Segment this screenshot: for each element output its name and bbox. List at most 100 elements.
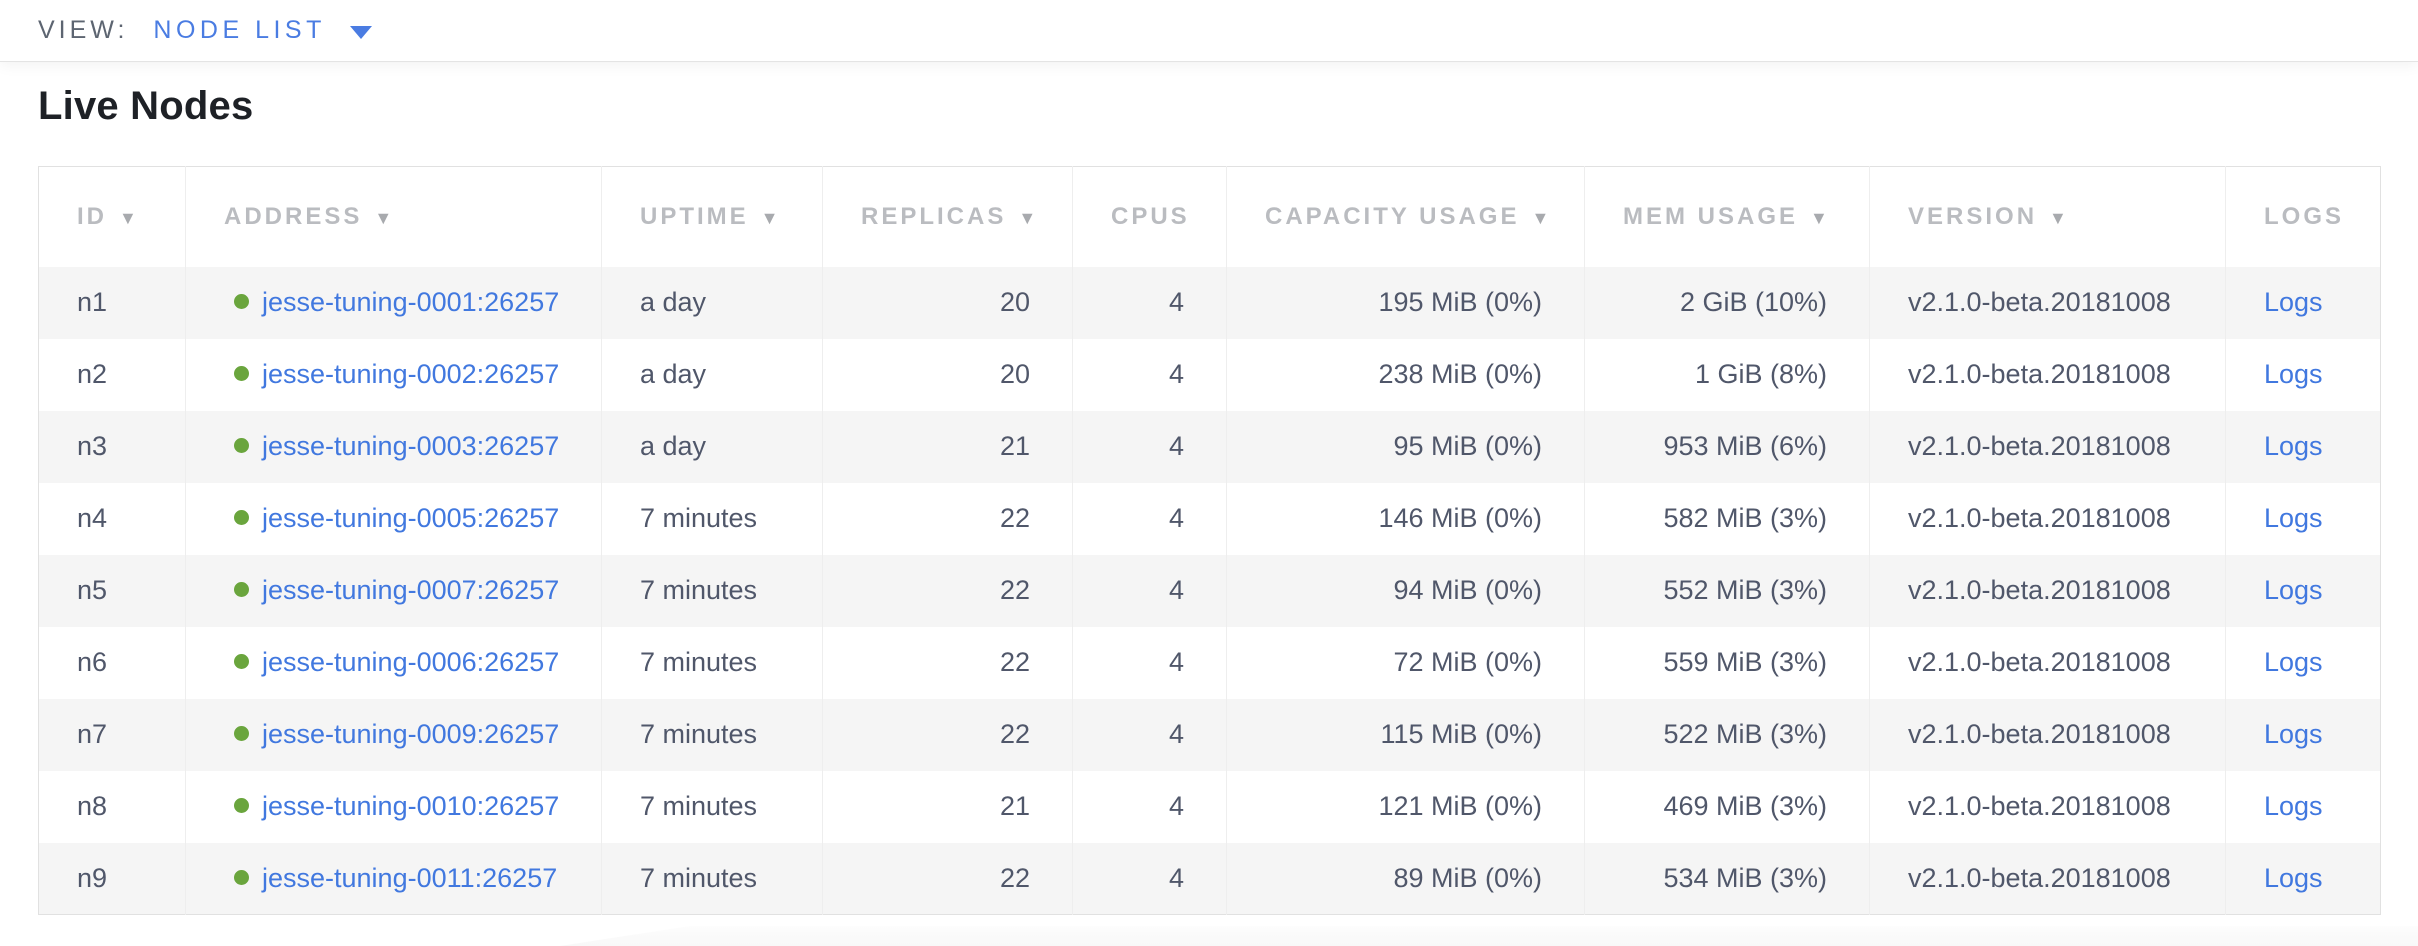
logs-link[interactable]: Logs <box>2264 862 2323 893</box>
id-cell: n7 <box>38 698 186 771</box>
logs-cell: Logs <box>2225 626 2381 699</box>
view-dropdown[interactable]: NODE LIST <box>153 16 372 45</box>
table-header-row: ID ▼ ADDRESS ▼ UPTIME ▼ REPLICAS ▼ CPUS CAPACITY … <box>38 166 2381 267</box>
address-cell: jesse-tuning-0011:26257 <box>185 842 602 915</box>
cpus-cell: 4 <box>1072 554 1227 627</box>
column-label: UPTIME <box>640 202 749 230</box>
version-cell: v2.1.0-beta.20181008 <box>1869 482 2226 555</box>
column-header-version[interactable]: VERSION ▼ <box>1869 166 2226 267</box>
mem-cell: 469 MiB (3%) <box>1584 770 1870 843</box>
uptime-cell: 7 minutes <box>601 770 823 843</box>
address-link[interactable]: jesse-tuning-0002:26257 <box>262 359 560 389</box>
address-cell: jesse-tuning-0007:26257 <box>185 554 602 627</box>
address-cell: jesse-tuning-0002:26257 <box>185 338 602 411</box>
node-status-healthy-icon <box>234 869 249 885</box>
table-row: n7 jesse-tuning-0009:26257 7 minutes 22 4 115… <box>38 698 2381 771</box>
address-cell: jesse-tuning-0006:26257 <box>185 626 602 699</box>
address-link[interactable]: jesse-tuning-0006:26257 <box>262 647 560 677</box>
capacity-cell: 115 MiB (0%) <box>1226 698 1585 771</box>
logs-link[interactable]: Logs <box>2264 431 2323 461</box>
logs-link[interactable]: Logs <box>2264 647 2323 677</box>
page-content: Live Nodes ID ▼ ADDRESS ▼ UPTIME ▼ REPLICAS ▼ CP… <box>0 86 2418 915</box>
cpus-cell: 4 <box>1072 410 1227 483</box>
address-cell: jesse-tuning-0009:26257 <box>185 698 602 771</box>
logs-link[interactable]: Logs <box>2264 359 2323 389</box>
replicas-cell: 22 <box>822 842 1073 915</box>
logs-cell: Logs <box>2225 842 2381 915</box>
logs-cell: Logs <box>2225 338 2381 411</box>
address-link[interactable]: jesse-tuning-0009:26257 <box>262 719 560 749</box>
logs-cell: Logs <box>2225 698 2381 771</box>
uptime-cell: 7 minutes <box>601 842 823 915</box>
mem-cell: 534 MiB (3%) <box>1584 842 1870 915</box>
logs-link[interactable]: Logs <box>2264 503 2323 533</box>
address-link[interactable]: jesse-tuning-0003:26257 <box>262 431 560 461</box>
column-header-uptime[interactable]: UPTIME ▼ <box>601 166 823 267</box>
logs-link[interactable]: Logs <box>2264 287 2323 317</box>
node-status-healthy-icon <box>234 582 249 597</box>
logs-link[interactable]: Logs <box>2264 575 2323 605</box>
node-status-healthy-icon <box>234 438 249 453</box>
version-cell: v2.1.0-beta.20181008 <box>1869 266 2226 339</box>
address-link[interactable]: jesse-tuning-0010:26257 <box>262 791 560 821</box>
live-nodes-table: ID ▼ ADDRESS ▼ UPTIME ▼ REPLICAS ▼ CPUS CAPACITY … <box>38 166 2381 915</box>
column-header-capacity[interactable]: CAPACITY USAGE ▼ <box>1226 166 1585 267</box>
cpus-cell: 4 <box>1072 770 1227 843</box>
id-cell: n1 <box>38 266 186 339</box>
uptime-cell: 7 minutes <box>601 698 823 771</box>
address-link[interactable]: jesse-tuning-0007:26257 <box>262 575 560 605</box>
version-cell: v2.1.0-beta.20181008 <box>1869 410 2226 483</box>
view-label: VIEW: <box>38 16 129 44</box>
cpus-cell: 4 <box>1072 626 1227 699</box>
below-section-edge <box>560 926 2418 946</box>
logs-cell: Logs <box>2225 554 2381 627</box>
sort-desc-icon: ▼ <box>119 207 137 228</box>
address-cell: jesse-tuning-0005:26257 <box>185 482 602 555</box>
replicas-cell: 22 <box>822 482 1073 555</box>
column-label: REPLICAS <box>861 202 1007 230</box>
id-cell: n2 <box>38 338 186 411</box>
sort-desc-icon: ▼ <box>1531 207 1550 228</box>
address-cell: jesse-tuning-0001:26257 <box>185 266 602 339</box>
capacity-cell: 121 MiB (0%) <box>1226 770 1585 843</box>
address-link[interactable]: jesse-tuning-0011:26257 <box>262 862 558 893</box>
mem-cell: 552 MiB (3%) <box>1584 554 1870 627</box>
uptime-cell: a day <box>601 266 823 339</box>
address-link[interactable]: jesse-tuning-0001:26257 <box>262 287 560 317</box>
column-label: ID <box>77 202 107 230</box>
mem-cell: 953 MiB (6%) <box>1584 410 1870 483</box>
cpus-cell: 4 <box>1072 338 1227 411</box>
uptime-cell: a day <box>601 338 823 411</box>
logs-link[interactable]: Logs <box>2264 719 2323 749</box>
column-header-id[interactable]: ID ▼ <box>38 166 186 267</box>
replicas-cell: 22 <box>822 698 1073 771</box>
column-label: VERSION <box>1908 202 2038 230</box>
cpus-cell: 4 <box>1072 842 1227 915</box>
mem-cell: 522 MiB (3%) <box>1584 698 1870 771</box>
table-row: n5 jesse-tuning-0007:26257 7 minutes 22 4 94 … <box>38 554 2381 627</box>
logs-link[interactable]: Logs <box>2264 791 2323 821</box>
cpus-cell: 4 <box>1072 482 1227 555</box>
capacity-cell: 238 MiB (0%) <box>1226 338 1585 411</box>
view-selector-bar: VIEW: NODE LIST <box>0 0 2418 62</box>
address-link[interactable]: jesse-tuning-0005:26257 <box>262 503 560 533</box>
logs-cell: Logs <box>2225 770 2381 843</box>
column-header-replicas[interactable]: REPLICAS ▼ <box>822 166 1073 267</box>
version-cell: v2.1.0-beta.20181008 <box>1869 554 2226 627</box>
node-status-healthy-icon <box>234 294 249 309</box>
table-row: n8 jesse-tuning-0010:26257 7 minutes 21 4 121… <box>38 770 2381 843</box>
column-label: LOGS <box>2264 202 2345 230</box>
node-status-healthy-icon <box>234 654 249 669</box>
logs-cell: Logs <box>2225 410 2381 483</box>
column-label: CAPACITY USAGE <box>1265 202 1520 230</box>
column-header-cpus: CPUS <box>1072 166 1227 267</box>
column-label: MEM USAGE <box>1623 202 1799 230</box>
column-header-mem[interactable]: MEM USAGE ▼ <box>1584 166 1870 267</box>
column-header-address[interactable]: ADDRESS ▼ <box>185 166 602 267</box>
uptime-cell: 7 minutes <box>601 626 823 699</box>
id-cell: n3 <box>38 410 186 483</box>
page-title: Live Nodes <box>38 84 254 128</box>
node-status-healthy-icon <box>234 510 249 525</box>
column-label: CPUS <box>1111 202 1190 230</box>
table-row: n1 jesse-tuning-0001:26257 a day 20 4 195 MiB… <box>38 266 2381 339</box>
